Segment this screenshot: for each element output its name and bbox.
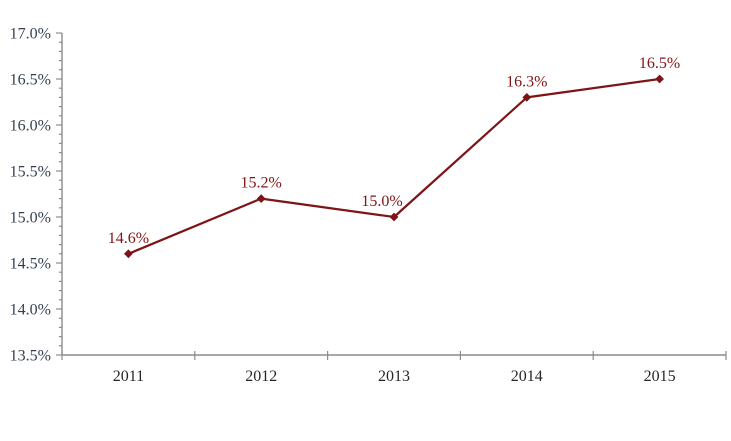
data-point-marker [389, 212, 399, 222]
x-axis-tick-label: 2013 [378, 368, 410, 385]
y-axis-tick-label: 14.0% [10, 301, 51, 318]
y-axis-tick-label: 15.5% [10, 163, 51, 180]
data-point-label: 15.0% [361, 193, 402, 210]
data-point-label: 16.3% [506, 73, 547, 90]
x-axis-tick-label: 2015 [644, 368, 676, 385]
x-axis-tick-label: 2012 [245, 368, 277, 385]
x-axis-tick-label: 2011 [113, 368, 144, 385]
y-axis-tick-label: 15.0% [10, 209, 51, 226]
data-point-label: 16.5% [639, 55, 680, 72]
data-point-marker [522, 93, 532, 102]
y-axis-tick-label: 17.0% [10, 25, 51, 42]
data-point-marker [655, 74, 664, 84]
data-point-label: 15.2% [241, 175, 282, 192]
data-point-marker [256, 194, 266, 203]
y-axis-tick-label: 13.5% [10, 347, 51, 364]
data-point-marker [124, 249, 133, 259]
data-point-label: 14.6% [108, 230, 149, 247]
x-axis-tick-label: 2014 [511, 368, 543, 385]
y-axis-tick-label: 16.0% [10, 117, 51, 134]
y-axis-tick-label: 16.5% [10, 71, 51, 88]
y-axis-tick-label: 14.5% [10, 255, 51, 272]
